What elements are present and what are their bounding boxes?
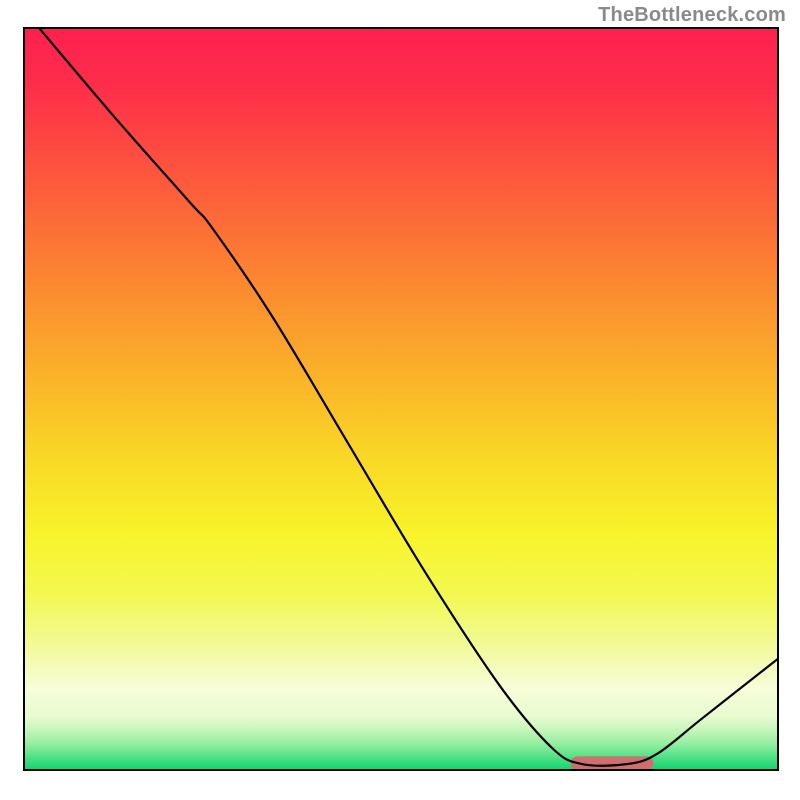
chart-container: { "watermark": { "text": "TheBottleneck.… bbox=[0, 0, 800, 800]
gradient-background bbox=[24, 28, 778, 770]
bottleneck-curve-plot bbox=[0, 0, 800, 800]
watermark-text: TheBottleneck.com bbox=[598, 4, 786, 27]
